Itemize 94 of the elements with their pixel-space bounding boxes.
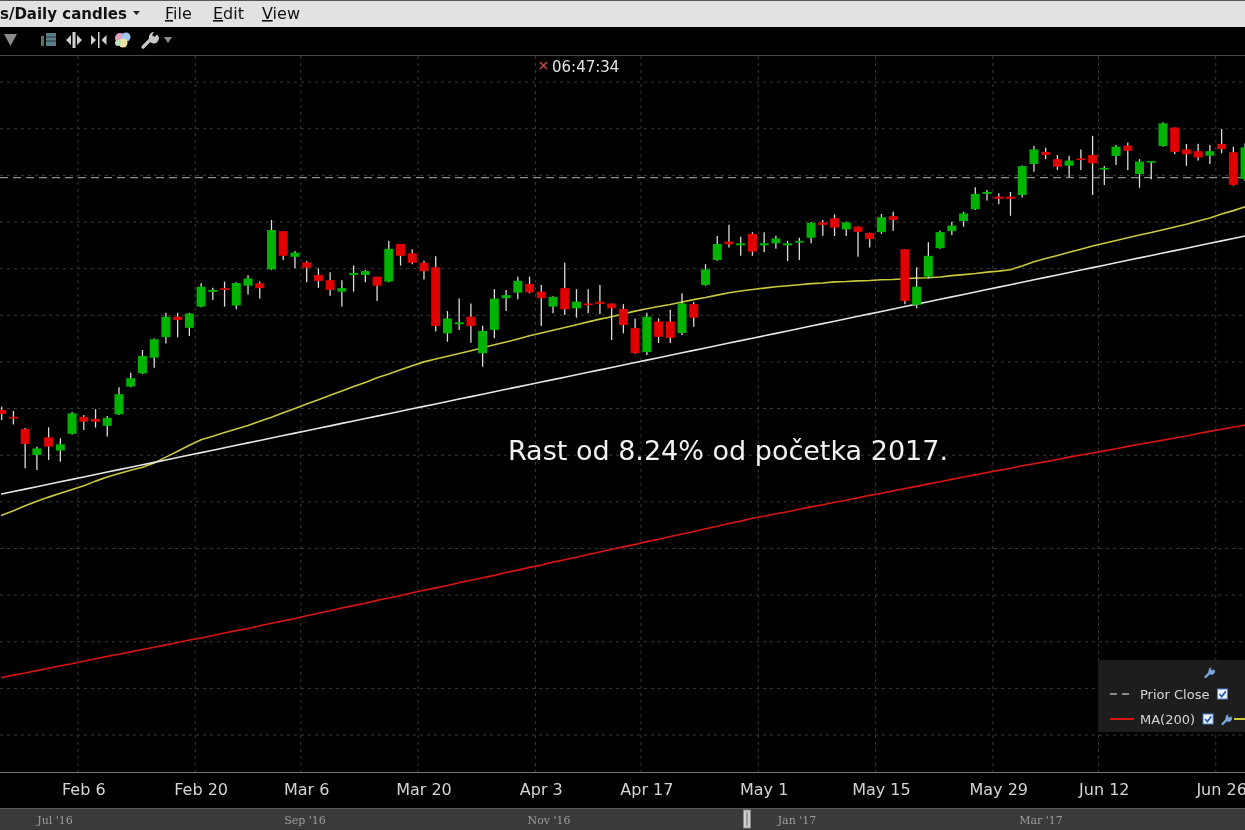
text: Mar '17: [1019, 814, 1063, 827]
candlestick: [114, 386, 124, 416]
candlestick: [771, 235, 781, 250]
candlestick: [184, 312, 194, 337]
candlestick: [1064, 155, 1074, 178]
candlestick: [220, 280, 230, 308]
candlestick: [583, 288, 593, 314]
x-tick-label: May 1: [739, 780, 789, 799]
candlestick: [571, 288, 581, 319]
candlestick: [876, 213, 886, 235]
candlestick: [466, 302, 476, 344]
candlestick: [747, 231, 757, 257]
candlestick: [313, 267, 323, 289]
text: Edit: [213, 4, 244, 23]
candlestick: [654, 317, 664, 344]
candlestick: [161, 312, 171, 345]
candlestick: [513, 276, 523, 300]
candlestick: [454, 297, 464, 331]
candlestick: [501, 289, 511, 312]
candlestick: [419, 260, 429, 281]
candlestick: [1123, 141, 1133, 171]
text: View: [262, 4, 300, 23]
candlestick: [853, 225, 863, 258]
candlestick: [830, 213, 840, 237]
candlestick: [1158, 121, 1168, 148]
x-tick-label: Jun 26: [1195, 780, 1245, 799]
candlestick: [1217, 128, 1227, 154]
candlestick: [325, 271, 335, 297]
candlestick: [349, 264, 359, 293]
candlestick: [442, 310, 452, 343]
candlestick: [32, 446, 42, 471]
legend-label: Prior Close: [1140, 687, 1210, 702]
text: Nov '16: [527, 814, 571, 827]
candlestick: [102, 415, 112, 438]
candlestick: [689, 301, 699, 328]
candlestick: [701, 263, 710, 287]
candlestick: [794, 237, 804, 261]
candlestick: [935, 230, 945, 250]
x-tick-label: Mar 20: [396, 780, 452, 799]
candlestick: [560, 262, 570, 316]
x-tick-label: May 29: [969, 780, 1029, 799]
candlestick: [91, 408, 101, 429]
x-tick-label: Jun 12: [1078, 780, 1130, 799]
candlestick: [137, 349, 147, 375]
candlestick: [1111, 144, 1121, 166]
candlestick: [970, 186, 980, 211]
legend-label: MA(200): [1140, 712, 1196, 727]
candlestick: [888, 211, 898, 232]
text: 06:47:34: [552, 58, 620, 76]
candlestick: [1205, 144, 1215, 165]
candlestick: [20, 427, 30, 469]
candlestick: [923, 241, 933, 280]
candlestick: [1005, 191, 1015, 217]
x-tick-label: Mar 6: [283, 780, 330, 799]
candlestick: [1099, 165, 1109, 186]
x-tick-label: Apr 17: [620, 780, 674, 799]
candlestick: [372, 276, 382, 302]
x-tick-label: Feb 6: [62, 780, 106, 799]
text: Jul '16: [36, 814, 73, 827]
candlestick: [759, 231, 769, 253]
candlestick: [302, 260, 312, 283]
x-tick-label: Feb 20: [174, 780, 228, 799]
candlestick: [665, 309, 675, 344]
candlestick: [618, 303, 628, 334]
candlestick: [149, 337, 159, 369]
candlestick: [736, 236, 746, 257]
candlestick: [536, 284, 546, 327]
candlestick: [1135, 158, 1145, 189]
candlestick: [712, 235, 722, 262]
candlestick: [607, 302, 617, 341]
text: Jan '17: [776, 814, 817, 827]
candlestick: [243, 274, 253, 296]
candlestick: [67, 411, 77, 436]
candlestick: [478, 325, 488, 368]
candlestick: [982, 189, 992, 202]
candlestick: [595, 284, 605, 315]
candlestick: [783, 240, 793, 262]
candlestick: [44, 426, 54, 461]
candlestick: [1076, 148, 1086, 171]
candlestick: [231, 281, 241, 311]
candlestick: [1088, 135, 1098, 196]
chart-title: s/Daily candles: [0, 5, 128, 23]
candlestick: [806, 221, 816, 244]
candlestick: [1181, 143, 1191, 167]
candlestick: [1029, 145, 1039, 173]
x-tick-label: Apr 3: [519, 780, 563, 799]
text: File: [165, 4, 192, 23]
candlestick: [55, 437, 65, 463]
text: Sep '16: [284, 814, 326, 827]
candlestick: [290, 250, 300, 269]
candlestick: [337, 279, 347, 308]
candlestick: [912, 266, 922, 309]
x-tick-label: May 15: [852, 780, 911, 799]
annotation: Rast od 8.24% od početka 2017.: [507, 435, 949, 466]
